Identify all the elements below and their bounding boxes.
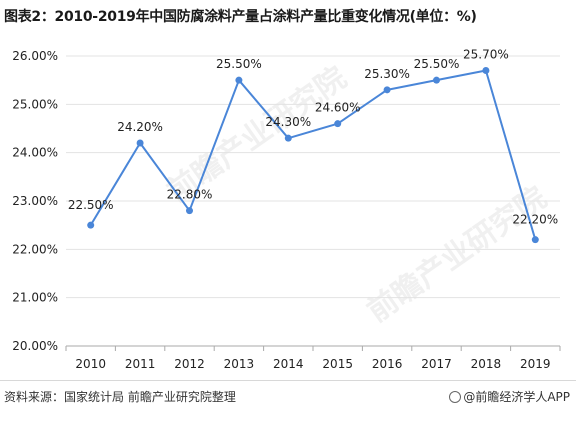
x-tick-label: 2013 xyxy=(224,357,255,371)
footer-divider xyxy=(0,380,576,381)
data-point xyxy=(136,139,144,147)
brand-logo-icon xyxy=(449,391,462,403)
y-tick-label: 25.00% xyxy=(12,97,58,111)
x-tick-label: 2010 xyxy=(75,357,106,371)
brand-credit: @前瞻经济学人APP xyxy=(449,388,570,405)
data-label: 22.80% xyxy=(167,188,213,202)
x-tick-label: 2014 xyxy=(273,357,304,371)
x-tick-label: 2016 xyxy=(372,357,403,371)
x-tick-label: 2019 xyxy=(520,357,551,371)
data-label: 22.50% xyxy=(68,198,114,212)
x-tick-label: 2012 xyxy=(174,357,205,371)
data-point xyxy=(383,86,391,94)
data-label: 25.50% xyxy=(216,57,262,71)
y-tick-label: 20.00% xyxy=(12,339,58,353)
y-tick-label: 23.00% xyxy=(12,194,58,208)
data-label: 24.30% xyxy=(265,115,311,129)
y-tick-label: 26.00% xyxy=(12,49,58,63)
data-point xyxy=(482,67,490,74)
x-tick-label: 2011 xyxy=(125,357,156,371)
x-tick-label: 2017 xyxy=(421,357,452,371)
source-note: 资料来源：国家统计局 前瞻产业研究院整理 xyxy=(4,390,236,404)
data-label: 24.20% xyxy=(117,120,163,134)
brand-label: @前瞻经济学人APP xyxy=(463,390,570,404)
data-point xyxy=(531,236,539,244)
data-point xyxy=(235,76,243,84)
data-point xyxy=(284,134,292,142)
chart-title: 图表2：2010-2019年中国防腐涂料产量占涂料产量比重变化情况(单位：%) xyxy=(4,9,477,25)
y-tick-label: 21.00% xyxy=(12,291,58,305)
series-line xyxy=(89,69,537,240)
x-tick-label: 2018 xyxy=(471,357,502,371)
y-tick-label: 22.00% xyxy=(12,242,58,256)
data-label: 24.60% xyxy=(315,101,361,115)
y-tick-label: 24.00% xyxy=(12,146,58,160)
x-tick-label: 2015 xyxy=(322,357,353,371)
data-label: 25.70% xyxy=(463,48,509,62)
data-point xyxy=(334,120,342,128)
data-point xyxy=(433,76,440,84)
data-label: 25.50% xyxy=(414,57,460,71)
data-point xyxy=(186,207,193,215)
data-label: 22.20% xyxy=(512,213,558,227)
data-label: 25.30% xyxy=(364,67,410,81)
data-point xyxy=(87,221,95,229)
line-chart: 20.00% 21.00% 22.00% 23.00% 24.00% 25.00% 26.0… xyxy=(12,48,561,371)
